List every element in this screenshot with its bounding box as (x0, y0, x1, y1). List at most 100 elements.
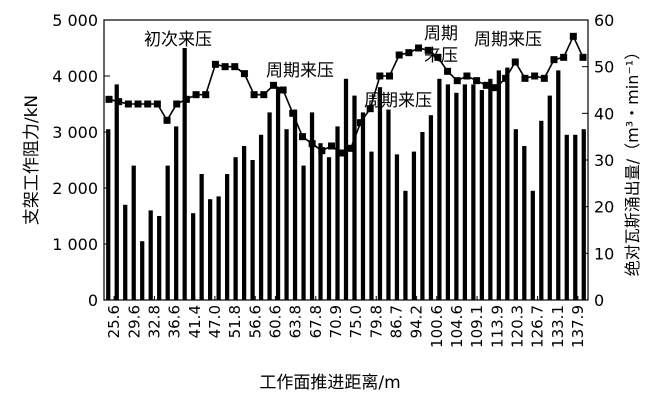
line-point (569, 32, 577, 40)
line-point (192, 91, 200, 99)
y-axis-right-label: 绝对瓦斯涌出量/（m³・min⁻¹） (623, 44, 642, 276)
line-point (211, 60, 219, 68)
line-point (463, 72, 471, 80)
bar (157, 216, 162, 300)
bar (420, 132, 425, 300)
x-tick-label: 126.7 (529, 305, 547, 348)
bar (241, 146, 247, 300)
bar (471, 84, 476, 301)
line-point (182, 95, 190, 103)
bar (191, 213, 196, 300)
x-tick-label: 63.8 (287, 305, 305, 338)
y-axis-left-label: 支架工作阻力/kN (22, 95, 42, 225)
bar (267, 112, 272, 301)
bar (428, 115, 434, 300)
x-tick-label: 67.8 (307, 305, 325, 338)
bar (199, 174, 204, 300)
y-left-tick-label: 3 000 (52, 123, 98, 142)
y-left-tick-label: 5 000 (52, 11, 98, 30)
bar (556, 70, 561, 301)
annotation-periodic-weighting-2: 周期来压 (364, 91, 432, 111)
line-point (144, 100, 152, 108)
line-point (453, 77, 461, 85)
line-point (415, 44, 423, 52)
bar (360, 112, 366, 301)
line-point (357, 119, 365, 127)
line-point (579, 53, 587, 61)
y-left-tick-label: 2 000 (52, 179, 98, 198)
right-axis: 0 10 20 30 40 50 60 (582, 11, 614, 310)
annotation-periodic-weighting-3: 周期 来压 (424, 24, 463, 66)
x-tick-label: 79.8 (367, 305, 385, 338)
line-point (492, 84, 500, 92)
bar (275, 87, 281, 300)
y-right-tick-label: 0 (594, 291, 604, 310)
x-tick-label: 120.3 (508, 305, 526, 348)
y-right-tick-label: 40 (594, 104, 614, 123)
bar (462, 84, 467, 301)
line-point (153, 100, 161, 108)
bar (309, 112, 315, 301)
x-tick-label: 29.6 (125, 305, 143, 338)
bar (216, 196, 221, 300)
annotation-first-weighting: 初次来压 (144, 30, 212, 50)
y-left-tick-label: 1 000 (52, 235, 98, 254)
line-point (531, 72, 539, 80)
bar (140, 241, 145, 300)
x-tick-label: 56.6 (246, 305, 264, 338)
bar (505, 67, 510, 300)
line-point (473, 77, 481, 85)
x-tick-label: 51.8 (226, 305, 244, 338)
bar (530, 190, 535, 300)
bar (394, 154, 400, 300)
bar (437, 78, 442, 300)
x-tick-label: 109.1 (468, 305, 486, 348)
line-point (173, 100, 181, 108)
bar (250, 160, 255, 300)
bar (131, 165, 136, 300)
line-point (502, 74, 510, 82)
bar (292, 109, 298, 300)
line-point (240, 70, 248, 78)
line-point (366, 105, 374, 113)
y-left-tick-label: 0 (88, 291, 98, 310)
bar (208, 199, 213, 300)
line-point (134, 100, 142, 108)
bar (581, 129, 586, 300)
bar (386, 109, 391, 300)
bar (301, 165, 306, 300)
x-tick-label: 133.1 (549, 305, 567, 348)
bar (369, 151, 374, 300)
line-point (221, 63, 229, 71)
bar (547, 95, 552, 300)
bar (258, 134, 264, 300)
bar (106, 129, 111, 300)
y-right-tick-label: 10 (594, 244, 614, 263)
x-tick-label: 32.8 (145, 305, 163, 338)
line-point (231, 63, 239, 71)
line-point (560, 53, 568, 61)
line-point (444, 67, 452, 75)
y-right-tick-label: 60 (594, 11, 614, 30)
bar (335, 126, 340, 301)
line-point (115, 98, 123, 106)
x-tick-label: 75.0 (347, 305, 365, 338)
line-point (260, 91, 268, 99)
bar (522, 146, 527, 300)
line-point (347, 144, 355, 152)
line-point (424, 46, 432, 54)
y-right-tick-label: 30 (594, 151, 614, 170)
line-point (202, 91, 210, 99)
x-tick-label: 47.0 (206, 305, 224, 338)
bar (403, 190, 408, 300)
x-tick-label: 137.9 (569, 305, 587, 348)
line-point (289, 109, 297, 117)
line-point (269, 81, 277, 89)
x-tick-label: 100.6 (428, 305, 446, 348)
x-tick-label: 104.6 (448, 305, 466, 348)
bar (564, 134, 569, 300)
bar (479, 90, 484, 300)
line-point (308, 140, 316, 148)
bar (284, 129, 289, 300)
line-point (327, 142, 335, 150)
